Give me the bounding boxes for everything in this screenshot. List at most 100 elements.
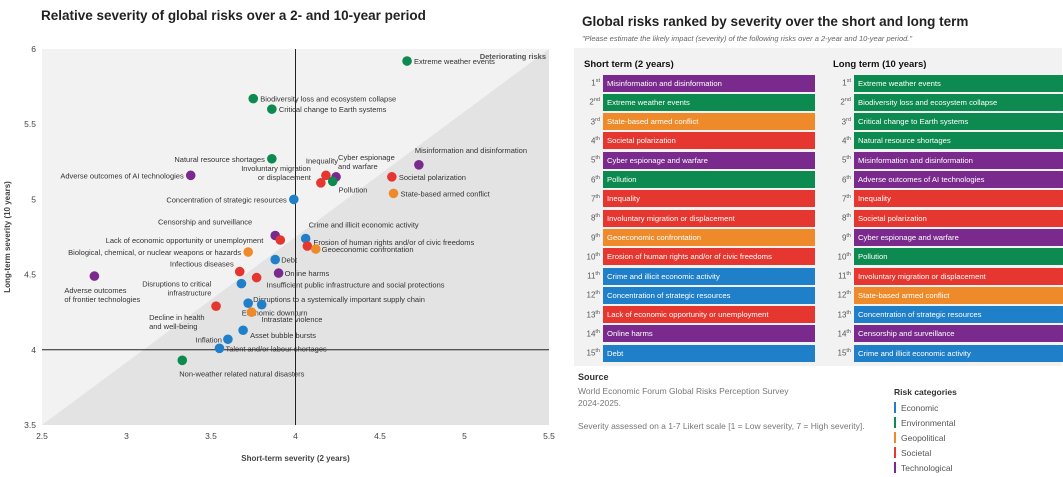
rank-number: 6th (841, 174, 851, 185)
data-point-label: Infectious diseases (170, 260, 234, 269)
data-point (387, 172, 397, 182)
rank-row: 5th Cyber espionage and warfare (574, 151, 815, 169)
rank-number: 12th (837, 290, 852, 301)
rank-row: 7th Inequality (574, 190, 815, 208)
short-term-heading: Short term (2 years) (584, 59, 674, 70)
data-point (300, 233, 311, 244)
y-tick-label: 5.5 (24, 119, 36, 129)
x-tick-label: 4.5 (374, 431, 386, 441)
data-point-label: Lack of economic opportunity or unemploy… (106, 236, 265, 245)
data-point-label: Asset bubble bursts (250, 331, 316, 340)
rank-number: 13th (586, 309, 601, 320)
legend-item: Geopolitical (894, 430, 957, 445)
data-point (234, 266, 245, 277)
rank-bar: Involuntary migration or displacement (603, 209, 815, 227)
x-tick-label: 3.5 (205, 431, 217, 441)
data-point-label: Adverse outcomes of frontier technologies (64, 286, 140, 304)
rank-number: 12th (586, 290, 601, 301)
legend-swatch (894, 417, 896, 428)
data-point-label: Cyber espionage and warfare (338, 153, 395, 171)
data-point (246, 307, 257, 318)
rank-number: 4th (590, 136, 600, 146)
data-point-label: Inflation (196, 335, 222, 344)
ranking-subtitle: "Please estimate the likely impact (seve… (582, 34, 913, 43)
rank-number: 1st (591, 78, 600, 88)
legend-swatch (894, 432, 896, 443)
data-point-label: Pollution (339, 185, 368, 194)
source-block: Source World Economic Forum Global Risks… (578, 372, 789, 409)
rank-bar: Involuntary migration or displacement (854, 267, 1063, 285)
data-point-label: Erosion of human rights and/or of civic … (313, 238, 474, 247)
rank-row: 5th Misinformation and disinformation (825, 151, 1063, 169)
rank-bar: Adverse outcomes of AI technologies (854, 171, 1063, 188)
data-point (236, 278, 247, 289)
rank-bar: Inequality (603, 190, 815, 208)
rank-row: 12th Concentration of strategic resources (574, 286, 815, 304)
data-point-label: Misinformation and disinformation (415, 146, 527, 155)
rank-row: 9th Cyber espionage and warfare (825, 228, 1063, 246)
rank-number: 11th (838, 271, 851, 281)
rank-bar: Biodiversity loss and ecosystem collapse (854, 93, 1063, 111)
rank-number: 10th (586, 251, 601, 262)
rank-row: 14th Censorship and surveillance (825, 325, 1063, 343)
deteriorating-label: Deteriorating risks (480, 52, 546, 61)
rank-bar: Concentration of strategic resources (854, 306, 1063, 324)
data-point (243, 247, 253, 257)
legend-items: Economic Environmental Geopolitical Societa… (894, 400, 957, 475)
data-point-label: Involuntary migration or displacement (241, 164, 312, 182)
rank-bar: Extreme weather events (603, 93, 815, 111)
scatter-chart: Deteriorating risks 2.5 3 3.5 4 4.5 5 5.5 3.5 4 4.… (3, 44, 555, 463)
rank-bar: Crime and illicit economic activity (854, 344, 1063, 362)
rank-row: 4th Natural resource shortages (825, 132, 1063, 150)
data-point-label: Crime and illicit economic activity (309, 221, 419, 230)
rank-row: 6th Pollution (574, 171, 815, 189)
data-point (327, 176, 338, 187)
rank-bar: Censorship and surveillance (854, 325, 1063, 343)
rank-bar: Lack of economic opportunity or unemploy… (603, 306, 815, 324)
rank-number: 8th (590, 213, 600, 223)
x-tick-label: 5 (462, 431, 467, 441)
legend-item: Societal (894, 445, 957, 460)
data-point (402, 56, 412, 66)
data-point-label: Talent and/or labour shortages (225, 344, 327, 353)
data-point (238, 325, 248, 336)
rank-bar: Societal polarization (603, 132, 815, 150)
rank-bar: Cyber espionage and warfare (854, 228, 1063, 246)
rank-number: 7th (841, 193, 851, 204)
rank-row: 8th Involuntary migration or displacement (574, 209, 815, 227)
rank-row: 11th Involuntary migration or displacemen… (825, 267, 1063, 285)
rank-number: 4th (841, 136, 851, 146)
data-point (248, 93, 259, 104)
rank-number: 3rd (590, 116, 600, 127)
rank-bar: Natural resource shortages (854, 132, 1063, 150)
data-point (321, 170, 331, 181)
rank-number: 7th (590, 193, 600, 204)
rank-number: 5th (841, 155, 851, 166)
rank-row: 10th Erosion of human rights and/or of ci… (574, 248, 815, 266)
data-point (275, 235, 286, 245)
rank-number: 14th (586, 329, 601, 339)
data-point-label: Biodiversity loss and ecosystem collapse (260, 95, 396, 104)
data-point-label: Disruptions to critical infrastructure (142, 280, 212, 298)
rank-row: 4th Societal polarization (574, 132, 815, 150)
data-point-label: Disruptions to a systemically important … (253, 295, 425, 304)
rank-bar: Inequality (854, 190, 1063, 208)
data-point (251, 272, 262, 283)
rank-number: 6th (590, 174, 600, 185)
data-point-label: Decline in health and well-being (149, 313, 204, 331)
rank-number: 1st (842, 78, 851, 88)
data-point (270, 254, 281, 265)
rank-number: 9th (590, 232, 600, 243)
legend-item: Technological (894, 460, 957, 475)
rank-row: 7th Inequality (825, 190, 1063, 208)
rank-bar: Extreme weather events (854, 74, 1063, 92)
data-point (273, 268, 284, 278)
rank-number: 5th (590, 155, 600, 166)
x-tick-label: 5.5 (543, 431, 555, 441)
rank-row: 3rd Critical change to Earth systems (825, 113, 1063, 131)
data-point (267, 104, 277, 114)
rank-bar: Concentration of strategic resources (603, 286, 815, 304)
legend-title: Risk categories (894, 387, 957, 397)
legend-swatch (894, 447, 896, 458)
y-tick-label: 4 (31, 345, 36, 355)
